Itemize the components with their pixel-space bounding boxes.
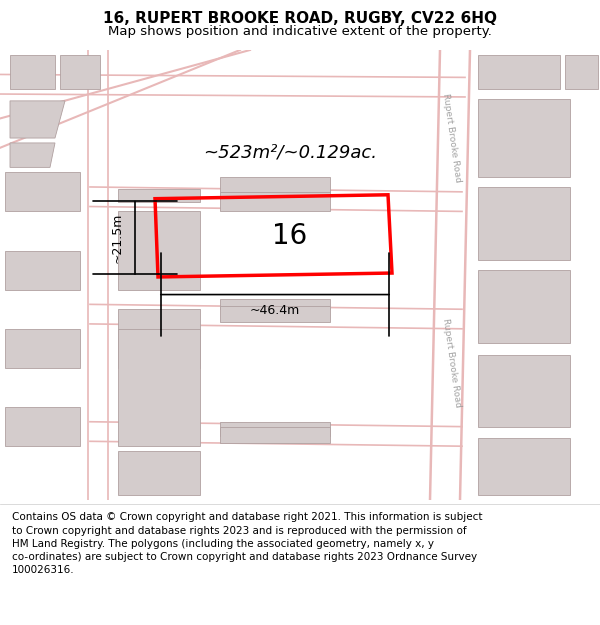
Polygon shape — [565, 55, 598, 89]
Polygon shape — [220, 422, 330, 436]
Polygon shape — [10, 143, 55, 168]
Polygon shape — [220, 427, 330, 443]
Polygon shape — [118, 329, 200, 446]
Polygon shape — [118, 189, 200, 202]
Polygon shape — [478, 438, 570, 495]
Polygon shape — [220, 299, 330, 309]
Text: Rupert Brooke Road: Rupert Brooke Road — [441, 93, 463, 183]
Text: 16: 16 — [272, 222, 308, 250]
Text: ~523m²/~0.129ac.: ~523m²/~0.129ac. — [203, 144, 377, 162]
Text: Contains OS data © Crown copyright and database right 2021. This information is : Contains OS data © Crown copyright and d… — [12, 512, 482, 575]
Polygon shape — [220, 306, 330, 322]
Polygon shape — [5, 251, 80, 289]
Polygon shape — [5, 173, 80, 211]
Text: ~46.4m: ~46.4m — [250, 304, 300, 317]
Polygon shape — [478, 355, 570, 427]
Polygon shape — [60, 55, 100, 89]
Text: Map shows position and indicative extent of the property.: Map shows position and indicative extent… — [108, 24, 492, 38]
Polygon shape — [478, 187, 570, 261]
Polygon shape — [10, 101, 65, 138]
Text: Rupert Brooke Road: Rupert Brooke Road — [441, 318, 463, 408]
Text: ~21.5m: ~21.5m — [110, 213, 124, 263]
Polygon shape — [118, 211, 200, 289]
Polygon shape — [478, 99, 570, 177]
Polygon shape — [118, 451, 200, 495]
Polygon shape — [118, 309, 200, 368]
Polygon shape — [220, 192, 330, 211]
Polygon shape — [5, 329, 80, 368]
Polygon shape — [478, 270, 570, 344]
Polygon shape — [10, 55, 55, 89]
Text: 16, RUPERT BROOKE ROAD, RUGBY, CV22 6HQ: 16, RUPERT BROOKE ROAD, RUGBY, CV22 6HQ — [103, 11, 497, 26]
Polygon shape — [478, 55, 560, 89]
Polygon shape — [220, 177, 330, 192]
Polygon shape — [5, 407, 80, 446]
